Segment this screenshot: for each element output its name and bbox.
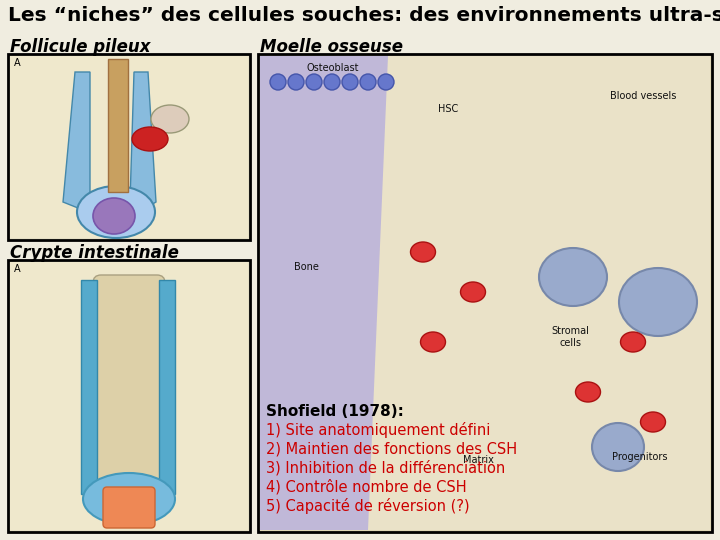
Ellipse shape bbox=[270, 74, 286, 90]
Ellipse shape bbox=[592, 423, 644, 471]
Ellipse shape bbox=[420, 332, 446, 352]
Text: 3) Inhibition de la différenciation: 3) Inhibition de la différenciation bbox=[266, 460, 505, 476]
Text: 5) Capacité de réversion (?): 5) Capacité de réversion (?) bbox=[266, 498, 469, 514]
Polygon shape bbox=[130, 72, 156, 208]
Ellipse shape bbox=[93, 198, 135, 234]
Ellipse shape bbox=[539, 248, 607, 306]
Text: A: A bbox=[14, 58, 21, 68]
Ellipse shape bbox=[132, 127, 168, 151]
Text: Matrix: Matrix bbox=[462, 455, 493, 465]
Text: HSC: HSC bbox=[438, 104, 458, 114]
Text: Blood vessels: Blood vessels bbox=[610, 91, 676, 101]
FancyBboxPatch shape bbox=[103, 487, 155, 528]
Ellipse shape bbox=[378, 74, 394, 90]
Ellipse shape bbox=[360, 74, 376, 90]
Ellipse shape bbox=[324, 74, 340, 90]
Text: Les “niches” des cellules souches: des environnements ultra-spécialisés: Les “niches” des cellules souches: des e… bbox=[8, 5, 720, 25]
Ellipse shape bbox=[151, 105, 189, 133]
Text: Crypte intestinale: Crypte intestinale bbox=[10, 244, 179, 262]
Text: Progenitors: Progenitors bbox=[612, 452, 667, 462]
Ellipse shape bbox=[342, 74, 358, 90]
FancyBboxPatch shape bbox=[260, 56, 710, 530]
Text: Moelle osseuse: Moelle osseuse bbox=[260, 38, 403, 56]
FancyBboxPatch shape bbox=[93, 275, 165, 488]
Text: Stromal
cells: Stromal cells bbox=[551, 326, 589, 348]
Text: Bone: Bone bbox=[294, 262, 318, 272]
FancyBboxPatch shape bbox=[8, 54, 250, 240]
FancyBboxPatch shape bbox=[159, 280, 175, 494]
Text: A: A bbox=[14, 264, 21, 274]
Ellipse shape bbox=[288, 74, 304, 90]
FancyBboxPatch shape bbox=[108, 59, 128, 192]
Ellipse shape bbox=[306, 74, 322, 90]
Text: 1) Site anatomiquement défini: 1) Site anatomiquement défini bbox=[266, 422, 490, 438]
Ellipse shape bbox=[621, 332, 646, 352]
Polygon shape bbox=[260, 56, 388, 530]
Ellipse shape bbox=[641, 412, 665, 432]
FancyBboxPatch shape bbox=[258, 54, 712, 532]
Ellipse shape bbox=[410, 242, 436, 262]
FancyBboxPatch shape bbox=[10, 56, 248, 238]
Text: Shofield (1978):: Shofield (1978): bbox=[266, 404, 404, 419]
FancyBboxPatch shape bbox=[81, 280, 97, 494]
Ellipse shape bbox=[77, 186, 155, 238]
Polygon shape bbox=[63, 72, 90, 208]
Text: Osteoblast: Osteoblast bbox=[307, 63, 359, 73]
Ellipse shape bbox=[83, 473, 175, 525]
FancyBboxPatch shape bbox=[10, 262, 248, 530]
Text: Follicule pileux: Follicule pileux bbox=[10, 38, 150, 56]
Text: 2) Maintien des fonctions des CSH: 2) Maintien des fonctions des CSH bbox=[266, 441, 517, 456]
Ellipse shape bbox=[575, 382, 600, 402]
Ellipse shape bbox=[619, 268, 697, 336]
Text: 4) Contrôle nombre de CSH: 4) Contrôle nombre de CSH bbox=[266, 479, 467, 495]
FancyBboxPatch shape bbox=[8, 260, 250, 532]
Ellipse shape bbox=[461, 282, 485, 302]
